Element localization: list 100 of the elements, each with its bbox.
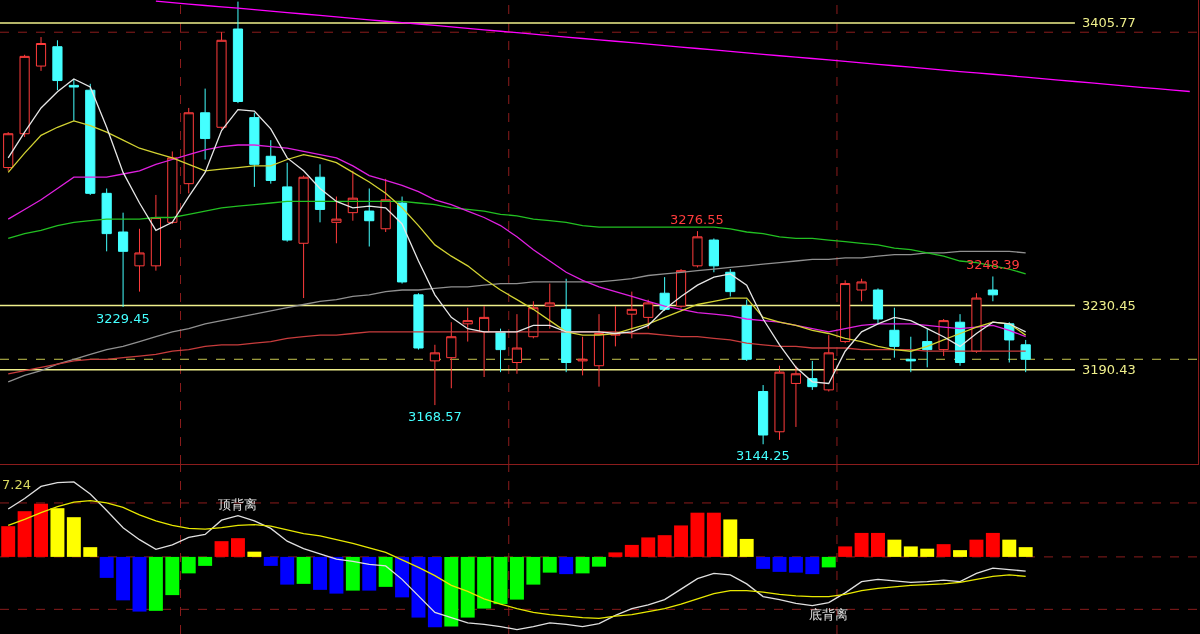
bar xyxy=(17,511,32,557)
candlestick xyxy=(429,344,440,406)
bar xyxy=(83,547,98,557)
candlestick xyxy=(577,336,588,376)
bar xyxy=(477,556,492,609)
bar xyxy=(756,556,771,569)
bar xyxy=(526,556,541,585)
candlestick xyxy=(52,39,63,91)
candlestick xyxy=(396,196,408,285)
bar xyxy=(50,508,65,557)
bar xyxy=(542,556,557,573)
bar xyxy=(838,546,853,557)
bar xyxy=(903,546,918,557)
bar xyxy=(592,556,606,567)
bar xyxy=(345,556,360,591)
candlestick xyxy=(479,305,490,378)
bar xyxy=(788,556,803,573)
candlestick xyxy=(675,268,687,309)
candlestick xyxy=(216,31,227,130)
bar xyxy=(1,526,16,557)
annotation: 底背离 xyxy=(809,607,848,622)
candlestick xyxy=(561,278,572,373)
bar xyxy=(427,556,442,628)
bar xyxy=(313,556,327,590)
candlestick xyxy=(823,334,834,392)
candlestick xyxy=(905,336,916,373)
annotation: 3276.55 xyxy=(670,212,724,227)
bar xyxy=(148,556,163,611)
candlestick xyxy=(840,279,851,344)
bar xyxy=(641,537,656,557)
candlestick xyxy=(183,107,194,194)
bar xyxy=(690,512,705,557)
candlestick xyxy=(298,175,309,299)
candlestick xyxy=(232,1,244,104)
bar xyxy=(608,552,623,557)
bar xyxy=(772,556,787,572)
candlestick xyxy=(774,365,785,441)
candlestick xyxy=(741,299,752,362)
bar xyxy=(214,541,229,557)
bar xyxy=(132,556,147,612)
ref-line-label: 3405.77 xyxy=(1082,15,1136,30)
candlestick xyxy=(35,36,47,72)
candlestick xyxy=(971,292,982,354)
bar xyxy=(936,544,951,557)
bar xyxy=(198,556,213,566)
candlestick xyxy=(85,83,96,196)
candlestick xyxy=(364,188,375,247)
candlestick xyxy=(872,287,884,325)
bar xyxy=(887,539,902,557)
candlestick xyxy=(922,328,933,368)
bar xyxy=(821,556,836,568)
bar xyxy=(230,538,245,557)
candlestick xyxy=(758,384,769,445)
candlestick xyxy=(889,307,900,359)
candlestick xyxy=(167,150,178,225)
annotation: 7.24 xyxy=(2,477,31,492)
candlestick xyxy=(200,88,211,160)
candlestick xyxy=(134,228,145,293)
bar xyxy=(362,556,377,591)
candlestick xyxy=(150,194,161,272)
bar xyxy=(559,556,574,575)
bar xyxy=(674,525,689,557)
bar xyxy=(181,556,196,574)
annotation: 3229.45 xyxy=(96,311,150,326)
candlestick xyxy=(987,275,998,302)
candlestick xyxy=(265,139,276,185)
candlestick xyxy=(331,196,342,244)
bar xyxy=(460,556,475,618)
bar xyxy=(395,556,410,598)
candlestick xyxy=(282,162,293,243)
bar xyxy=(1002,539,1017,557)
bar xyxy=(657,535,672,557)
bar xyxy=(1018,547,1033,557)
candlestick xyxy=(446,321,457,389)
bar xyxy=(378,556,393,587)
bar xyxy=(99,556,114,578)
bar xyxy=(953,550,968,557)
annotation: 3144.25 xyxy=(736,448,790,463)
bar xyxy=(723,519,738,557)
candlestick xyxy=(1020,339,1031,373)
candlestick xyxy=(856,278,867,302)
bar xyxy=(739,538,754,557)
candlestick xyxy=(708,237,719,273)
bar xyxy=(854,532,869,557)
bar xyxy=(165,556,180,596)
candlestick xyxy=(117,212,129,308)
bar xyxy=(920,548,935,557)
candlestick xyxy=(249,112,260,188)
bar xyxy=(805,556,820,575)
candlestick xyxy=(413,292,424,351)
bar xyxy=(575,556,590,574)
bar xyxy=(247,551,262,557)
candlestick xyxy=(495,328,506,373)
candlestick xyxy=(593,313,605,388)
bar xyxy=(493,556,508,605)
candlestick xyxy=(511,313,523,375)
bar xyxy=(509,556,524,600)
candlestick xyxy=(314,163,326,223)
bar xyxy=(66,517,81,557)
annotation: 3168.57 xyxy=(408,409,462,424)
